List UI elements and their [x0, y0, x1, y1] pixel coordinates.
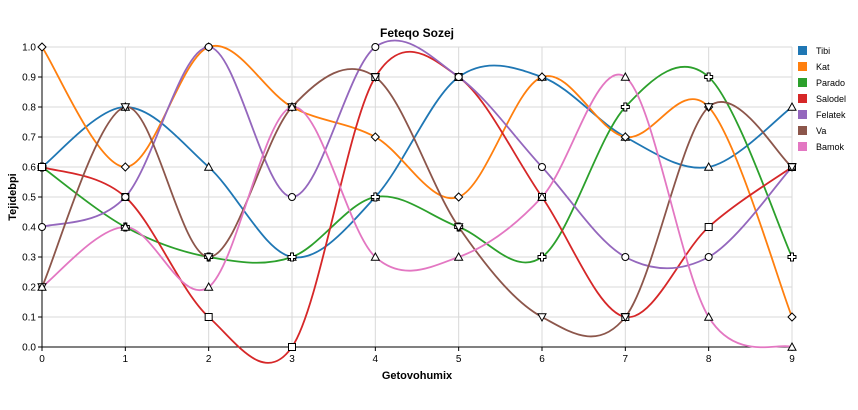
legend-label-tibi: Tibi — [816, 46, 830, 56]
legend-swatch-felatek — [798, 110, 807, 119]
data-point-va — [703, 103, 714, 113]
chart-title: Feteqo Sozej — [380, 26, 454, 40]
data-point-va — [120, 103, 131, 113]
data-point-bamok — [703, 311, 714, 321]
data-point-felatek — [38, 223, 46, 231]
data-point-bamok — [203, 281, 214, 291]
data-point-parado — [704, 72, 714, 82]
data-point-kat — [537, 72, 547, 82]
data-point-bamok — [537, 191, 547, 201]
data-point-parado — [537, 252, 547, 262]
data-point-felatek — [538, 163, 546, 171]
series-line-tibi — [41, 64, 793, 259]
y-tick-label: 0.3 — [22, 253, 36, 264]
data-point-kat — [453, 192, 464, 202]
series-line-felatek — [41, 39, 793, 270]
y-tick-label: 0.9 — [22, 73, 36, 84]
data-point-tibi — [203, 161, 214, 171]
legend-label-felatek: Felatek — [816, 110, 846, 120]
data-point-parado — [370, 192, 380, 202]
data-point-va — [370, 73, 381, 83]
data-point-kat — [370, 132, 381, 142]
data-point-bamok — [620, 71, 631, 81]
y-tick-label: 0.7 — [22, 133, 36, 144]
data-point-tibi — [787, 101, 797, 111]
data-point-salodel — [38, 163, 46, 171]
legend-swatch-kat — [798, 62, 807, 71]
data-point-parado — [620, 102, 630, 112]
legend-label-kat: Kat — [816, 62, 830, 72]
x-tick-label: 8 — [706, 354, 712, 365]
data-point-felatek — [371, 43, 380, 51]
x-tick-label: 9 — [789, 354, 795, 365]
y-tick-label: 0.6 — [22, 163, 36, 174]
data-point-bamok — [787, 341, 797, 351]
data-point-parado — [287, 252, 297, 262]
legend-swatch-tibi — [798, 46, 807, 55]
data-point-salodel — [288, 343, 296, 351]
legend-swatch-va — [798, 126, 807, 135]
grid-lines — [41, 46, 793, 348]
data-point-felatek — [204, 43, 213, 51]
legend-swatch-parado — [798, 78, 807, 87]
x-tick-label: 2 — [206, 354, 212, 365]
data-point-va — [203, 253, 214, 263]
legend-label-parado: Parado — [816, 78, 845, 88]
data-point-parado — [787, 252, 797, 262]
x-tick-label: 1 — [123, 354, 129, 365]
legend-swatch-bamok — [798, 142, 807, 151]
y-tick-label: 0.0 — [22, 343, 36, 354]
data-point-va — [453, 223, 464, 233]
data-point-bamok — [37, 281, 47, 291]
data-point-kat — [37, 42, 47, 52]
y-tick-label: 0.4 — [22, 223, 36, 234]
data-point-bamok — [370, 251, 381, 261]
data-point-va — [787, 163, 797, 173]
data-point-kat — [120, 162, 131, 172]
x-tick-label: 3 — [289, 354, 295, 365]
legend-label-salodel: Salodel — [816, 94, 846, 104]
x-tick-label: 5 — [456, 354, 462, 365]
y-tick-label: 0.2 — [22, 283, 36, 294]
legend-label-va: Va — [816, 126, 826, 136]
x-axis-label: Getovohumix — [382, 370, 453, 382]
axes: 0.0 0.1 0.2 0.3 0.4 0.5 0.6 0.7 0.8 0.9 1.0 0 1 2 3 4 5 6… — [22, 43, 795, 366]
y-tick-label: 0.5 — [22, 193, 36, 204]
y-tick-label: 1.0 — [22, 43, 36, 54]
data-point-kat — [620, 132, 631, 142]
series-line-va — [41, 68, 793, 338]
data-point-salodel — [204, 313, 213, 321]
data-point-va — [537, 313, 547, 323]
data-point-bamok — [287, 101, 297, 111]
data-point-bamok — [120, 221, 131, 231]
data-point-salodel — [704, 223, 713, 231]
series-markers — [37, 42, 797, 351]
data-point-tibi — [703, 161, 714, 171]
data-point-felatek — [621, 253, 630, 261]
y-tick-label: 0.1 — [22, 313, 36, 324]
series-line-bamok — [41, 73, 793, 349]
data-point-va — [620, 313, 631, 323]
y-tick-label: 0.8 — [22, 103, 36, 114]
data-point-felatek — [121, 193, 130, 201]
x-tick-label: 4 — [373, 354, 379, 365]
x-tick-label: 7 — [623, 354, 629, 365]
series-line-kat — [41, 44, 793, 318]
x-tick-label: 6 — [539, 354, 545, 365]
data-point-felatek — [454, 73, 463, 81]
data-point-kat — [787, 312, 797, 322]
legend-swatch-salodel — [798, 94, 807, 103]
data-point-bamok — [453, 251, 464, 261]
y-axis-label: Tejidebpi — [7, 173, 19, 220]
data-point-felatek — [704, 253, 713, 261]
legend-label-bamok: Bamok — [816, 142, 845, 152]
data-point-felatek — [288, 193, 296, 201]
legend: Tibi Kat Parado Salodel Felatek Va Bamok — [798, 46, 846, 152]
x-tick-label: 0 — [39, 354, 45, 365]
series-lines — [41, 39, 793, 364]
